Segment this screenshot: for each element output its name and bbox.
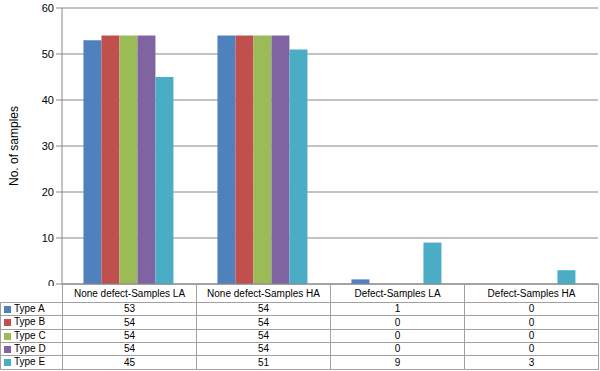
html-text:0: 0 [394,343,401,355]
html-text:51: 51 [257,356,270,368]
html-text:Type C: Type C [14,330,46,342]
svg-text:40: 40 [42,94,54,106]
html-text:0: 0 [528,329,535,341]
html-text:1: 1 [394,303,401,315]
svg-text:No. of samples: No. of samples [8,106,21,186]
svg-text:30: 30 [42,140,54,152]
html-text:Type B: Type B [14,316,46,328]
html-text:9: 9 [394,356,401,368]
html-text:54: 54 [123,329,136,341]
svg-text:20: 20 [42,186,54,198]
html-text:54: 54 [257,343,270,355]
html-text:None defect-Samples LA: None defect-Samples LA [73,288,186,299]
svg-text:10: 10 [42,232,54,244]
html-text:Type E: Type E [14,356,46,368]
html-text:0: 0 [528,343,535,355]
html-text:54: 54 [123,343,136,355]
html-text:54: 54 [257,303,270,315]
html-text:54: 54 [257,329,270,341]
html-text:0: 0 [394,329,401,341]
html-text:0: 0 [394,316,401,328]
html-text:0: 0 [528,316,535,328]
svg-text:50: 50 [42,48,54,60]
html-text:0: 0 [528,303,535,315]
html-text:53: 53 [123,303,136,315]
html-text:45: 45 [123,356,136,368]
html-text:3: 3 [528,356,535,368]
html-text:Defect-Samples HA: Defect-Samples HA [487,288,576,299]
html-text:Type A: Type A [14,303,45,315]
html-text:Type D: Type D [14,343,46,355]
svg-text:60: 60 [42,2,54,14]
html-text:None defect-Samples HA: None defect-Samples HA [207,288,320,299]
svg-text:0: 0 [48,278,54,286]
html-text:54: 54 [123,316,136,328]
html-text:54: 54 [257,316,270,328]
html-text:Defect-Samples LA: Defect-Samples LA [354,288,441,299]
